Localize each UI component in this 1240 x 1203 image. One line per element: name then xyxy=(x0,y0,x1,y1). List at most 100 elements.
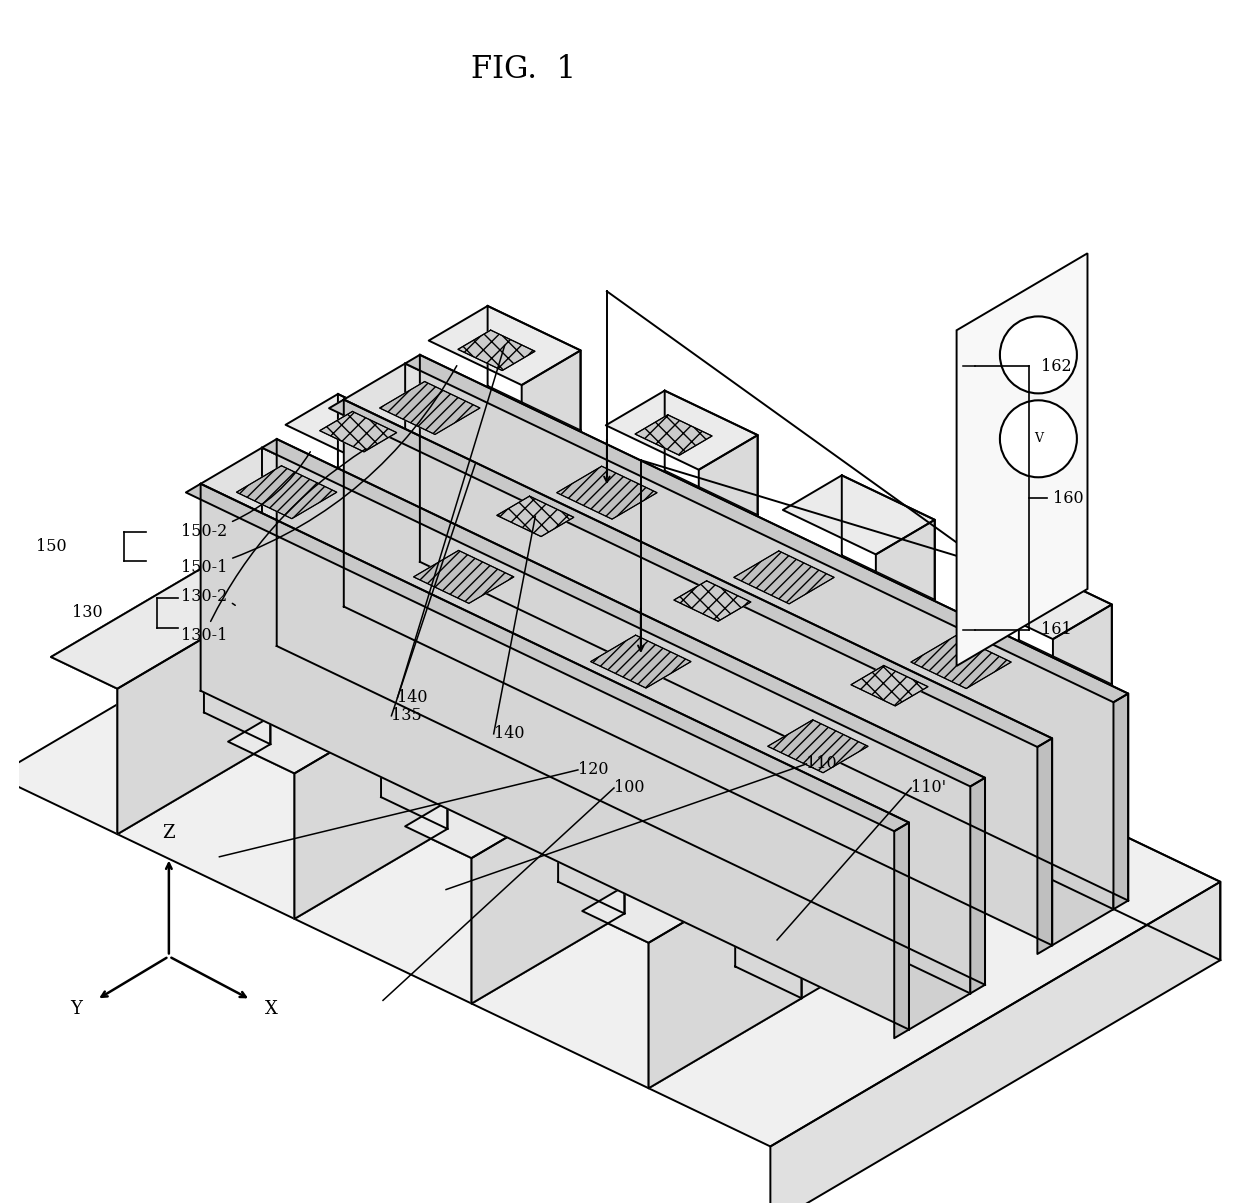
Text: 110: 110 xyxy=(806,755,837,772)
Polygon shape xyxy=(909,787,971,1030)
Text: X: X xyxy=(265,1001,278,1018)
Text: 162: 162 xyxy=(1040,357,1071,375)
Polygon shape xyxy=(118,599,270,834)
Polygon shape xyxy=(960,561,1112,639)
Polygon shape xyxy=(471,769,625,1003)
Text: 120: 120 xyxy=(578,761,609,778)
Circle shape xyxy=(999,316,1076,393)
Polygon shape xyxy=(673,581,751,621)
Polygon shape xyxy=(381,652,448,829)
Polygon shape xyxy=(782,475,935,555)
Polygon shape xyxy=(487,306,580,431)
Text: 140: 140 xyxy=(494,725,525,742)
Polygon shape xyxy=(379,381,480,434)
Polygon shape xyxy=(735,822,801,998)
Polygon shape xyxy=(458,330,534,371)
Polygon shape xyxy=(894,823,909,1038)
Polygon shape xyxy=(1038,739,1052,954)
Circle shape xyxy=(999,401,1076,478)
Text: Z: Z xyxy=(162,824,175,842)
Polygon shape xyxy=(285,395,430,469)
Polygon shape xyxy=(405,562,921,858)
Polygon shape xyxy=(1053,604,1112,719)
Polygon shape xyxy=(768,719,868,772)
Polygon shape xyxy=(583,646,1099,943)
Polygon shape xyxy=(649,678,1099,1089)
Polygon shape xyxy=(463,479,608,553)
Polygon shape xyxy=(1019,561,1112,685)
Text: 110': 110' xyxy=(911,780,946,796)
Polygon shape xyxy=(515,479,608,603)
Polygon shape xyxy=(414,551,513,604)
Polygon shape xyxy=(869,648,962,772)
Polygon shape xyxy=(51,392,568,688)
Text: 150: 150 xyxy=(36,538,67,555)
Polygon shape xyxy=(320,411,397,452)
Polygon shape xyxy=(343,399,1052,946)
Text: 135: 135 xyxy=(392,707,422,724)
Polygon shape xyxy=(420,355,1128,901)
Polygon shape xyxy=(228,478,744,774)
Polygon shape xyxy=(378,438,430,550)
Polygon shape xyxy=(522,350,580,466)
Polygon shape xyxy=(405,355,1128,703)
Polygon shape xyxy=(429,306,580,385)
Polygon shape xyxy=(734,551,835,604)
Text: 130-1: 130-1 xyxy=(181,449,366,644)
Polygon shape xyxy=(692,563,785,688)
Text: FIG.  1: FIG. 1 xyxy=(471,54,577,85)
Text: 130-2: 130-2 xyxy=(181,588,236,605)
Polygon shape xyxy=(1052,703,1114,946)
Polygon shape xyxy=(262,439,985,787)
Text: 100: 100 xyxy=(614,780,645,796)
Polygon shape xyxy=(556,523,608,634)
Polygon shape xyxy=(911,635,1011,688)
Polygon shape xyxy=(875,520,935,634)
Polygon shape xyxy=(471,593,921,1003)
Polygon shape xyxy=(583,822,801,943)
Polygon shape xyxy=(294,683,448,919)
Polygon shape xyxy=(956,254,1087,666)
Polygon shape xyxy=(590,635,691,688)
Text: 161: 161 xyxy=(1040,621,1071,639)
Polygon shape xyxy=(294,509,744,919)
Polygon shape xyxy=(733,608,785,718)
Polygon shape xyxy=(640,563,785,639)
Polygon shape xyxy=(699,435,758,550)
Polygon shape xyxy=(501,392,568,569)
Polygon shape xyxy=(649,853,801,1089)
Polygon shape xyxy=(606,391,758,469)
Polygon shape xyxy=(971,778,985,994)
Text: V: V xyxy=(1034,432,1043,445)
Polygon shape xyxy=(557,467,657,520)
Polygon shape xyxy=(851,665,928,706)
Polygon shape xyxy=(262,448,971,994)
Polygon shape xyxy=(237,466,337,518)
Polygon shape xyxy=(665,391,758,515)
Polygon shape xyxy=(405,363,1114,909)
Polygon shape xyxy=(1032,646,1099,824)
Polygon shape xyxy=(51,567,270,688)
Polygon shape xyxy=(497,496,574,537)
Polygon shape xyxy=(856,562,921,739)
Polygon shape xyxy=(201,448,971,823)
Polygon shape xyxy=(445,511,1220,960)
Polygon shape xyxy=(186,484,909,831)
Text: 150-1: 150-1 xyxy=(181,366,456,576)
Polygon shape xyxy=(842,475,935,600)
Polygon shape xyxy=(678,478,744,654)
Polygon shape xyxy=(0,511,1220,1146)
Polygon shape xyxy=(558,736,625,913)
Text: 130: 130 xyxy=(72,604,103,622)
Polygon shape xyxy=(1114,694,1128,909)
Polygon shape xyxy=(910,693,962,804)
Polygon shape xyxy=(228,652,448,774)
Polygon shape xyxy=(770,882,1220,1203)
Polygon shape xyxy=(203,567,270,745)
Text: 160: 160 xyxy=(1053,490,1084,506)
Text: Y: Y xyxy=(71,1001,82,1018)
Polygon shape xyxy=(405,736,625,858)
Polygon shape xyxy=(343,363,1114,739)
Text: 140: 140 xyxy=(398,689,428,706)
Polygon shape xyxy=(329,399,1052,747)
